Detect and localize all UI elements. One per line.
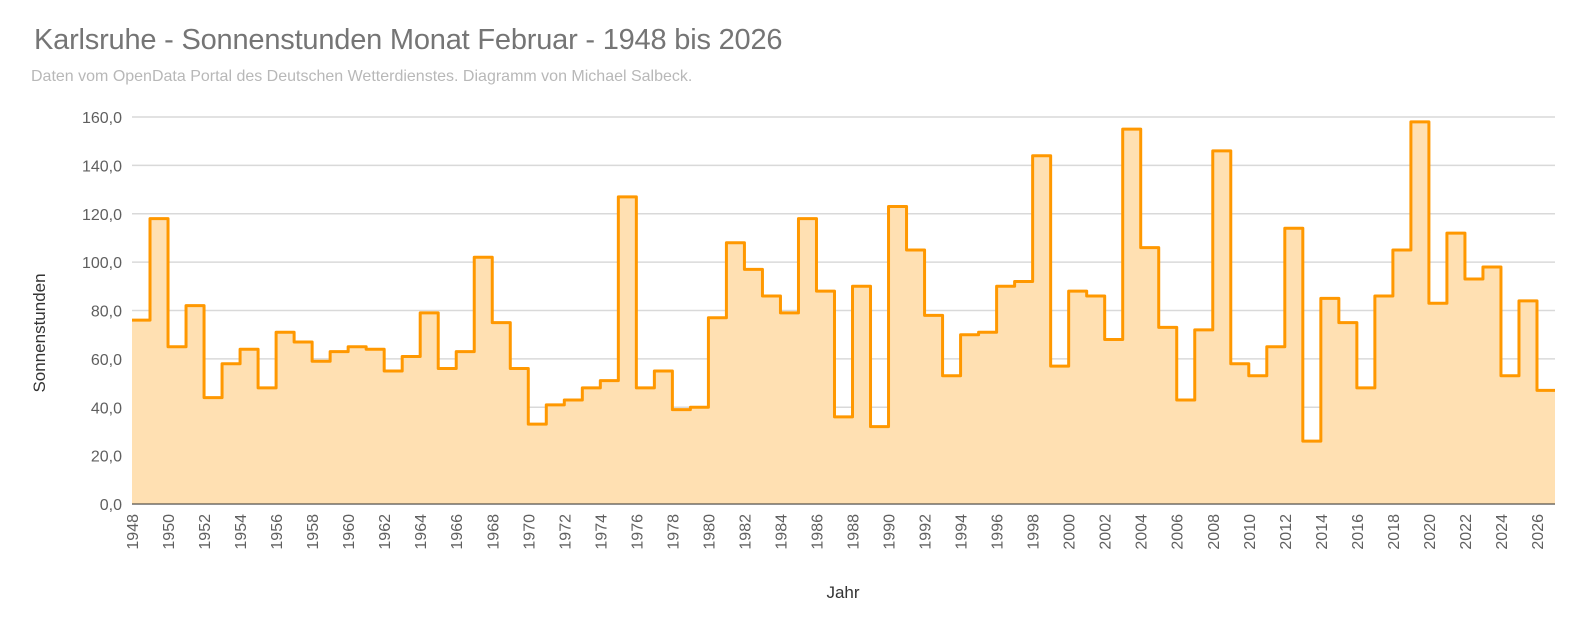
x-tick-label: 2010 <box>1242 514 1259 550</box>
x-tick-label: 1994 <box>954 514 971 550</box>
x-tick-label: 2006 <box>1170 514 1187 550</box>
y-tick-label: 20,0 <box>91 449 122 466</box>
y-tick-label: 100,0 <box>82 255 122 272</box>
x-tick-label: 1998 <box>1026 514 1043 550</box>
x-tick-label: 2022 <box>1458 514 1475 550</box>
x-tick-label: 2024 <box>1494 514 1511 550</box>
y-tick-label: 60,0 <box>91 352 122 369</box>
x-tick-label: 2000 <box>1062 514 1079 550</box>
x-tick-label: 1982 <box>737 514 754 550</box>
x-tick-label: 1992 <box>918 514 935 550</box>
x-tick-label: 1978 <box>665 514 682 550</box>
x-tick-label: 1962 <box>377 514 394 550</box>
x-tick-label: 1956 <box>269 514 286 550</box>
x-tick-label: 1970 <box>521 514 538 550</box>
x-tick-label: 1980 <box>701 514 718 550</box>
x-tick-label: 1966 <box>449 514 466 550</box>
x-tick-label: 1968 <box>485 514 502 550</box>
x-tick-label: 1960 <box>341 514 358 550</box>
y-tick-label: 80,0 <box>91 304 122 321</box>
x-tick-label: 1986 <box>810 514 827 550</box>
area-layer <box>132 120 1555 505</box>
y-axis-ticks: 0,0 20,0 40,0 60,0 80,0 100,0 120,0 140,0 160,0 <box>82 110 122 514</box>
x-tick-label: 1990 <box>882 514 899 550</box>
series-line <box>132 120 1555 443</box>
chart-title: Karlsruhe - Sonnenstunden Monat Februar … <box>34 24 783 56</box>
x-tick-label: 2020 <box>1422 514 1439 550</box>
x-tick-label: 1974 <box>593 514 610 550</box>
x-tick-label: 1976 <box>629 514 646 550</box>
area-fill <box>132 121 1555 504</box>
x-tick-label: 2026 <box>1530 514 1547 550</box>
x-tick-label: 2002 <box>1098 514 1115 550</box>
y-tick-label: 120,0 <box>82 207 122 224</box>
x-tick-label: 1984 <box>774 514 791 550</box>
x-tick-label: 2012 <box>1278 514 1295 550</box>
x-tick-label: 1964 <box>413 514 430 550</box>
x-tick-label: 1952 <box>197 514 214 550</box>
y-tick-label: 160,0 <box>82 110 122 127</box>
y-axis-title: Sonnenstunden <box>30 273 49 392</box>
x-axis-ticks: 1948 1950 1952 1954 1956 1958 1960 1962 1964 1966… <box>125 514 1547 550</box>
x-tick-label: 1988 <box>846 514 863 550</box>
chart-subtitle: Daten vom OpenData Portal des Deutschen … <box>31 68 693 85</box>
y-tick-label: 140,0 <box>82 158 122 175</box>
x-tick-label: 1950 <box>161 514 178 550</box>
x-tick-label: 2018 <box>1386 514 1403 550</box>
x-tick-label: 1972 <box>557 514 574 550</box>
x-tick-label: 2014 <box>1314 514 1331 550</box>
x-tick-label: 2016 <box>1350 514 1367 550</box>
x-tick-label: 1948 <box>125 514 142 550</box>
x-axis-title: Jahr <box>826 583 859 602</box>
x-tick-label: 1958 <box>305 514 322 550</box>
x-tick-label: 2008 <box>1206 514 1223 550</box>
x-tick-label: 1996 <box>990 514 1007 550</box>
y-tick-label: 0,0 <box>100 497 122 514</box>
y-tick-label: 40,0 <box>91 400 122 417</box>
x-tick-label: 1954 <box>233 514 250 550</box>
x-tick-label: 2004 <box>1134 514 1151 550</box>
